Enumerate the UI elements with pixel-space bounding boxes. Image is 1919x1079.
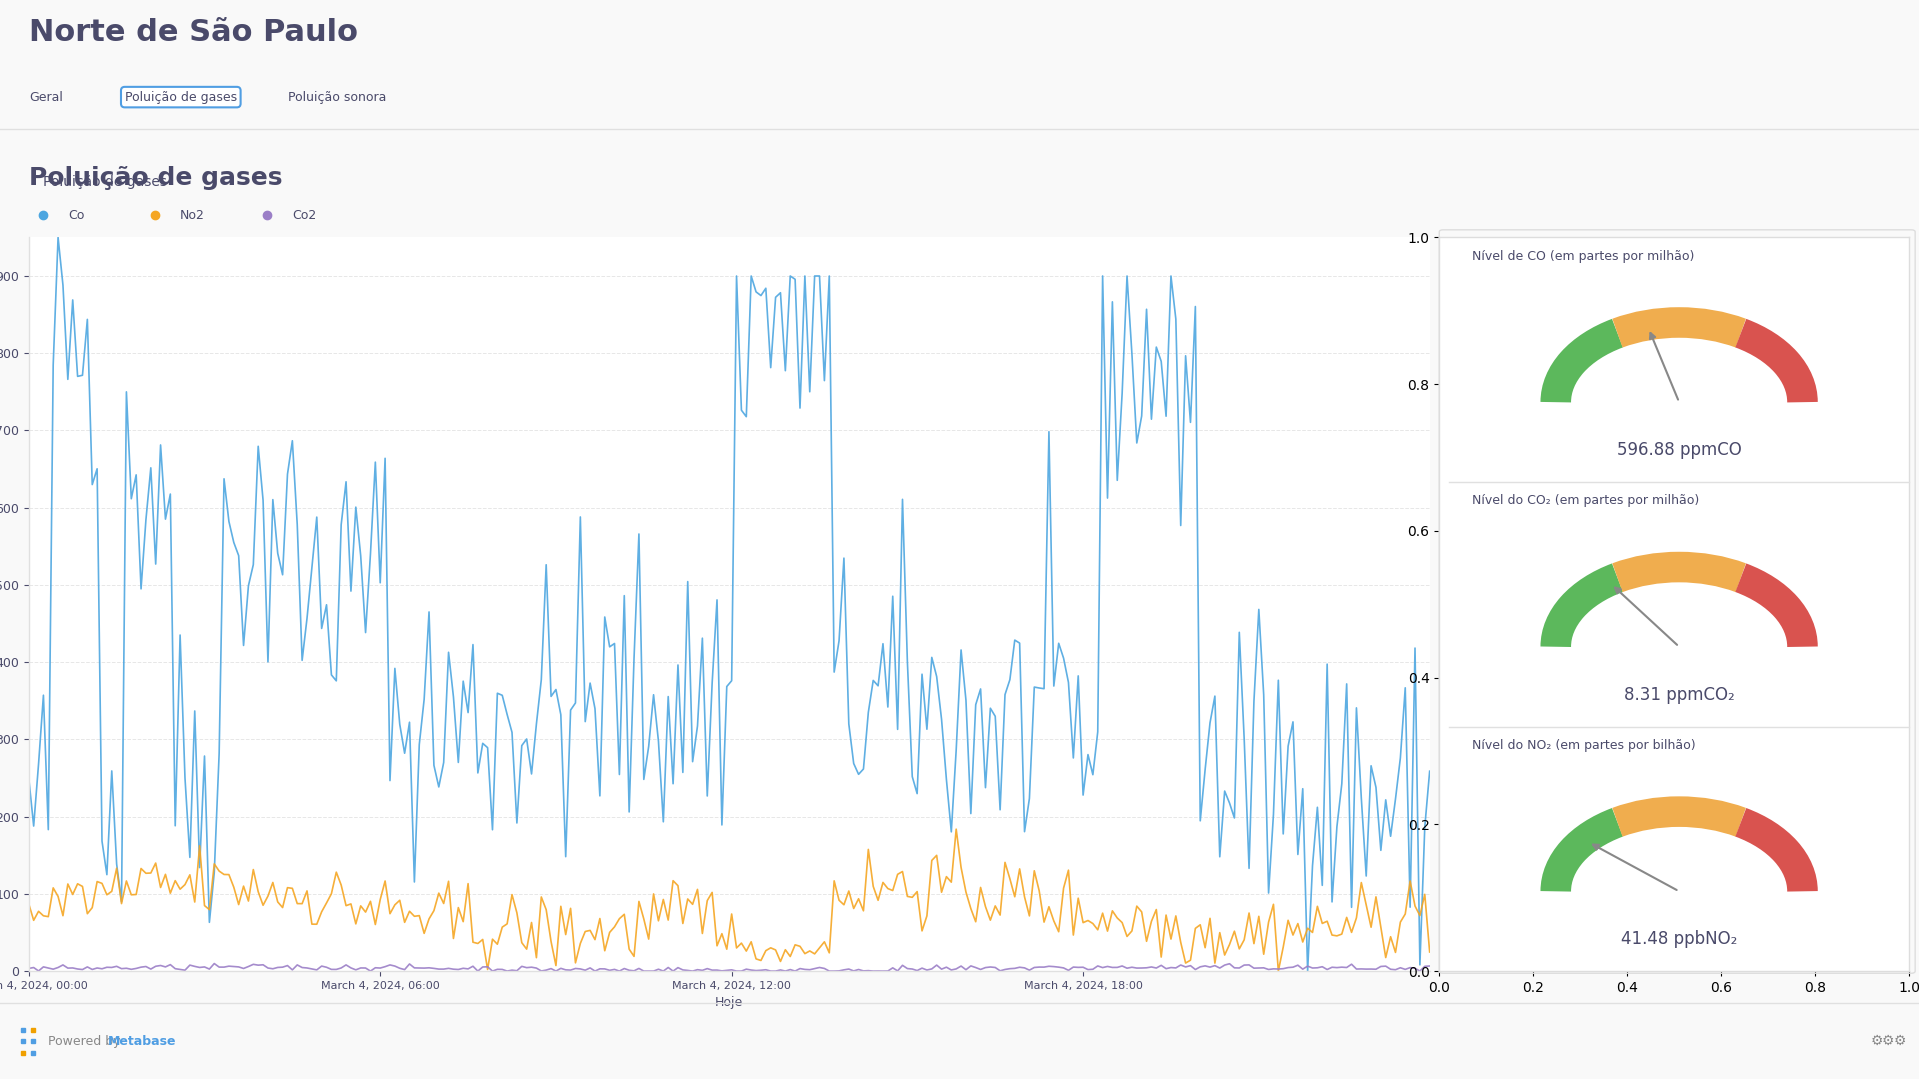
Text: Nível de CO (em partes por milhão): Nível de CO (em partes por milhão)	[1472, 250, 1694, 263]
Text: ⚙: ⚙	[1871, 1035, 1883, 1048]
Text: Poluição de gases: Poluição de gases	[29, 166, 282, 190]
Text: Poluição sonora: Poluição sonora	[288, 91, 386, 104]
Text: 596.88 ppmCO: 596.88 ppmCO	[1616, 441, 1742, 459]
Text: 41.48 ppbNO₂: 41.48 ppbNO₂	[1622, 930, 1737, 948]
Text: Nível do CO₂ (em partes por milhão): Nível do CO₂ (em partes por milhão)	[1472, 494, 1698, 507]
Text: ⚙: ⚙	[1883, 1035, 1894, 1048]
Text: No2: No2	[180, 209, 205, 222]
Text: Co2: Co2	[292, 209, 317, 222]
Text: Geral: Geral	[29, 91, 63, 104]
X-axis label: Hoje: Hoje	[716, 996, 743, 1009]
Text: Norte de São Paulo: Norte de São Paulo	[29, 18, 357, 46]
Text: Powered by: Powered by	[48, 1035, 125, 1048]
Text: Nível do NO₂ (em partes por bilhão): Nível do NO₂ (em partes por bilhão)	[1472, 739, 1696, 752]
Text: Co: Co	[67, 209, 84, 222]
Text: Poluição de gases: Poluição de gases	[125, 91, 236, 104]
Text: 8.31 ppmCO₂: 8.31 ppmCO₂	[1623, 685, 1735, 704]
Text: Poluição de gases: Poluição de gases	[42, 175, 167, 189]
Text: Metabase: Metabase	[107, 1035, 177, 1048]
Text: ⚙: ⚙	[1894, 1035, 1906, 1048]
